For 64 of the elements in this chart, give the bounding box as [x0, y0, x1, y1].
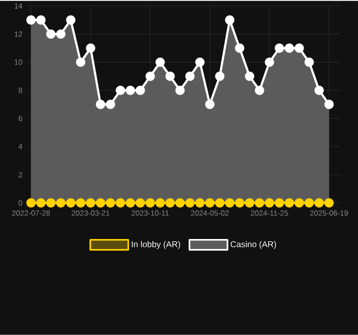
point	[264, 58, 274, 67]
point	[225, 15, 234, 25]
point	[46, 29, 56, 39]
point	[304, 198, 314, 208]
point	[116, 198, 126, 208]
point	[116, 86, 126, 96]
point	[165, 72, 175, 81]
point	[274, 43, 284, 53]
point	[294, 198, 304, 208]
point	[136, 198, 145, 208]
point	[254, 198, 264, 208]
point	[86, 198, 96, 208]
point	[155, 198, 165, 208]
point	[324, 198, 334, 208]
point	[56, 29, 66, 39]
point	[126, 86, 136, 96]
point	[314, 198, 324, 208]
point	[155, 58, 165, 67]
point	[26, 15, 36, 25]
point	[294, 43, 304, 53]
point	[215, 198, 224, 208]
point	[185, 72, 195, 81]
point	[324, 100, 334, 110]
point	[205, 198, 214, 208]
point	[314, 86, 324, 96]
point	[284, 198, 294, 208]
point	[106, 100, 116, 110]
point	[106, 198, 116, 208]
point	[304, 58, 314, 67]
point	[274, 198, 284, 208]
point	[76, 58, 86, 67]
point	[146, 198, 155, 208]
point	[96, 198, 106, 208]
point	[96, 100, 106, 110]
point	[234, 198, 244, 208]
legend-label: Casino (AR)	[230, 241, 276, 249]
point	[175, 86, 185, 96]
point	[86, 43, 96, 53]
point	[66, 198, 76, 208]
point	[36, 198, 46, 208]
point	[254, 86, 264, 96]
point	[56, 198, 66, 208]
legend-label: In lobby (AR)	[132, 241, 180, 249]
point	[146, 72, 155, 81]
point	[66, 15, 76, 25]
point	[215, 72, 224, 81]
point	[264, 198, 274, 208]
point	[126, 198, 136, 208]
point	[175, 198, 185, 208]
point	[26, 198, 36, 208]
point	[46, 198, 56, 208]
point	[185, 198, 195, 208]
point	[225, 198, 234, 208]
point	[195, 58, 205, 67]
point	[244, 198, 254, 208]
point	[284, 43, 294, 53]
point	[76, 198, 86, 208]
point	[195, 198, 205, 208]
point	[36, 15, 46, 25]
point	[136, 86, 145, 96]
point	[244, 72, 254, 81]
point	[205, 100, 214, 110]
point	[165, 198, 175, 208]
point	[234, 43, 244, 53]
